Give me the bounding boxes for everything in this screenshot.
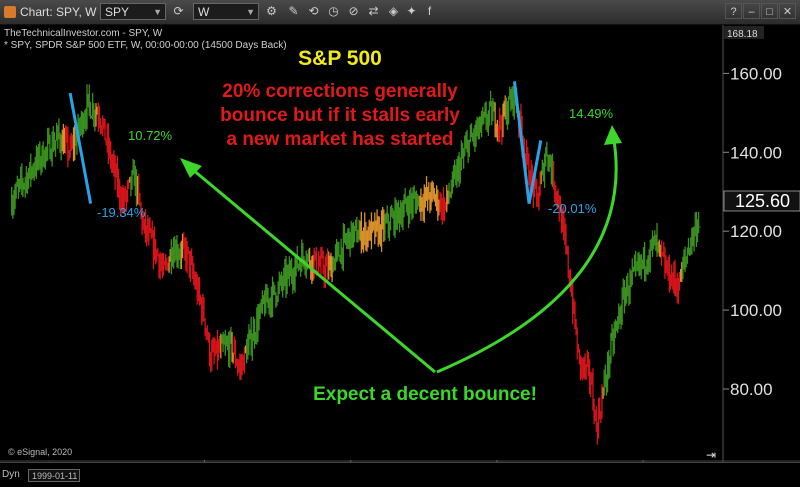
- close-button[interactable]: ✕: [779, 3, 796, 19]
- start-date-field[interactable]: 1999-01-11: [28, 469, 80, 482]
- pin-icon[interactable]: ✎: [288, 4, 299, 18]
- help-button[interactable]: ?: [725, 3, 742, 19]
- settings-icon[interactable]: ⚙: [266, 4, 277, 18]
- last-price-marker: 125.60: [735, 191, 790, 211]
- decline-2007-line: [512, 81, 543, 204]
- sync-icon[interactable]: ⇄: [368, 4, 379, 18]
- annotation-title: S&P 500: [298, 47, 382, 70]
- callout-arrows: [180, 125, 622, 374]
- price-bar: [203, 297, 206, 321]
- maximize-button[interactable]: □: [761, 3, 778, 19]
- symbol-input[interactable]: SPY ▼: [100, 3, 166, 20]
- refresh-icon[interactable]: ⟳: [173, 4, 184, 18]
- price-bar: [248, 324, 251, 356]
- price-bars: [11, 81, 701, 445]
- price-bar: [576, 327, 579, 360]
- twitter-icon[interactable]: ✦: [406, 4, 417, 18]
- y-tick-label: 140.00: [730, 143, 782, 162]
- left-arrow-head: [180, 158, 202, 178]
- last-price-marker-bg: [723, 190, 800, 212]
- bounce1-label: 10.72%: [128, 128, 173, 143]
- app-icon: [4, 6, 16, 18]
- right-arrow-curve: [436, 133, 618, 374]
- chart-info-line2: * SPY, SPDR S&P 500 ETF, W, 00:00-00:00 …: [4, 40, 287, 51]
- top-price-marker: 168.18: [727, 29, 758, 40]
- y-tick-label: 100.00: [730, 301, 782, 320]
- price-bar: [186, 240, 189, 274]
- price-bar: [338, 241, 341, 257]
- callout-text: Expect a decent bounce!: [313, 384, 537, 405]
- price-bar: [95, 103, 98, 127]
- subtitle-line: a new market has started: [226, 129, 454, 150]
- chart-info-line1: TheTechnicalInvestor.com - SPY, W: [4, 28, 163, 39]
- symbol-value: SPY: [105, 5, 130, 19]
- annotation-subtitle: 20% corrections generally bounce but if …: [185, 80, 495, 152]
- link-icon[interactable]: ⊘: [348, 4, 359, 18]
- bounce2-label: 14.49%: [569, 106, 614, 121]
- price-bar: [507, 96, 511, 125]
- dyn-label[interactable]: Dyn: [2, 469, 20, 480]
- price-bar: [697, 211, 701, 234]
- interval-input[interactable]: W ▼: [193, 3, 259, 20]
- subtitle-line: 20% corrections generally: [222, 81, 458, 102]
- y-tick-label: 160.00: [730, 64, 782, 83]
- scroll-end-icon: ⇥: [706, 448, 716, 462]
- right-arrow-head: [604, 125, 622, 145]
- top-price-marker-bg: [724, 26, 764, 39]
- y-tick-label: 80.00: [730, 380, 773, 399]
- chevron-down-icon[interactable]: ▼: [153, 7, 162, 17]
- minimize-button[interactable]: –: [743, 3, 760, 19]
- y-tick-label: 120.00: [730, 222, 782, 241]
- y-ticks: 80.00 100.00 120.00 140.00 160.00: [723, 64, 782, 399]
- timer-icon[interactable]: ◷: [328, 4, 339, 18]
- window-titlebar: Chart: SPY, W SPY ▼ ⟳ W ▼ ⚙ ✎ ⟲ ◷ ⊘ ⇄ ◈ ✦ …: [0, 0, 800, 25]
- price-bar: [67, 126, 70, 168]
- credit-text: © eSignal, 2020: [8, 447, 73, 457]
- bottom-bar: Dyn 1999-01-11: [0, 462, 800, 487]
- template-icon[interactable]: ⟲: [308, 4, 319, 18]
- interval-value: W: [198, 5, 210, 19]
- facebook-icon[interactable]: f: [427, 4, 432, 18]
- drop1-label: -19.34%: [97, 205, 146, 220]
- drawn-lines: [68, 81, 543, 204]
- subtitle-line: bounce but if it stalls early: [220, 105, 460, 126]
- price-bar: [54, 139, 58, 157]
- chevron-down-icon[interactable]: ▼: [246, 7, 255, 17]
- left-arrow-line: [185, 162, 436, 374]
- price-bar: [104, 119, 107, 141]
- window-title: Chart: SPY, W: [20, 5, 97, 19]
- tag-icon[interactable]: ◈: [388, 4, 399, 18]
- price-bar: [546, 141, 549, 157]
- decline-2000-line: [68, 92, 93, 204]
- drop2-label: -20.01%: [548, 201, 597, 216]
